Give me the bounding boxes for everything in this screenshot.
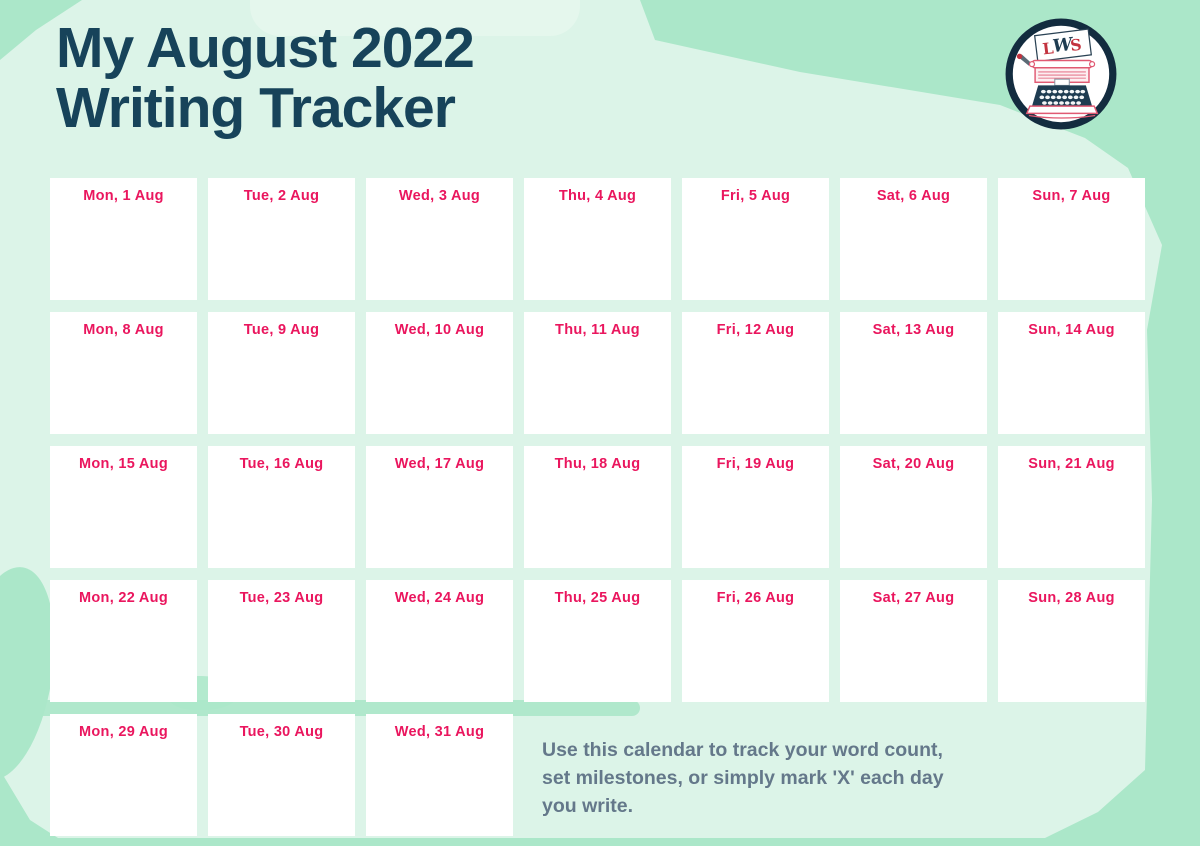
day-card[interactable]: Wed, 3 Aug	[366, 178, 513, 300]
day-label: Sat, 20 Aug	[872, 456, 955, 472]
day-card[interactable]: Sun, 28 Aug	[998, 580, 1145, 702]
day-label: Wed, 31 Aug	[394, 724, 485, 740]
day-card[interactable]: Fri, 5 Aug	[682, 178, 829, 300]
day-card[interactable]: Wed, 24 Aug	[366, 580, 513, 702]
background-wash-highlight	[250, 0, 580, 36]
day-card[interactable]: Sat, 20 Aug	[840, 446, 987, 568]
day-label: Tue, 30 Aug	[239, 724, 324, 740]
background-brush-bottom-stripe	[0, 700, 640, 716]
day-label: Thu, 18 Aug	[554, 456, 641, 472]
typewriter-icon: L W S	[1005, 18, 1117, 130]
day-card[interactable]: Wed, 10 Aug	[366, 312, 513, 434]
day-card[interactable]: Sat, 27 Aug	[840, 580, 987, 702]
day-label: Mon, 8 Aug	[83, 322, 164, 338]
day-label: Mon, 1 Aug	[83, 188, 164, 204]
day-label: Thu, 4 Aug	[558, 188, 637, 204]
day-card[interactable]: Sun, 14 Aug	[998, 312, 1145, 434]
page-title-line1: My August 2022	[56, 16, 475, 80]
day-label: Sun, 14 Aug	[1028, 322, 1115, 338]
day-label: Wed, 3 Aug	[398, 188, 481, 204]
day-card[interactable]: Thu, 4 Aug	[524, 178, 671, 300]
day-card[interactable]: Fri, 19 Aug	[682, 446, 829, 568]
day-label: Mon, 29 Aug	[79, 724, 168, 740]
day-label: Mon, 15 Aug	[79, 456, 168, 472]
day-label: Sun, 28 Aug	[1028, 590, 1115, 606]
day-card[interactable]: Mon, 1 Aug	[50, 178, 197, 300]
day-card[interactable]: Mon, 29 Aug	[50, 714, 197, 836]
day-card[interactable]: Sun, 7 Aug	[998, 178, 1145, 300]
day-label: Mon, 22 Aug	[79, 590, 168, 606]
day-label: Sun, 7 Aug	[1032, 188, 1111, 204]
day-label: Fri, 5 Aug	[720, 188, 791, 204]
day-card[interactable]: Fri, 12 Aug	[682, 312, 829, 434]
day-card[interactable]: Mon, 22 Aug	[50, 580, 197, 702]
day-card[interactable]: Sun, 21 Aug	[998, 446, 1145, 568]
day-card[interactable]: Wed, 31 Aug	[366, 714, 513, 836]
day-label: Thu, 25 Aug	[554, 590, 641, 606]
usage-note: Use this calendar to track your word cou…	[524, 714, 1145, 836]
day-card[interactable]: Mon, 15 Aug	[50, 446, 197, 568]
usage-note-line3: you write.	[542, 795, 634, 817]
day-card[interactable]: Sat, 6 Aug	[840, 178, 987, 300]
day-label: Fri, 26 Aug	[716, 590, 795, 606]
day-label: Sat, 13 Aug	[872, 322, 955, 338]
usage-note-line1: Use this calendar to track your word cou…	[542, 739, 943, 761]
lws-logo: L W S	[1004, 17, 1118, 131]
day-label: Wed, 10 Aug	[394, 322, 485, 338]
day-label: Thu, 11 Aug	[555, 322, 640, 338]
svg-text:L W S: L W S	[1041, 33, 1082, 59]
page-title-line2: Writing Tracker	[56, 76, 456, 140]
day-label: Tue, 23 Aug	[239, 590, 324, 606]
day-card[interactable]: Tue, 2 Aug	[208, 178, 355, 300]
day-card[interactable]: Tue, 9 Aug	[208, 312, 355, 434]
day-label: Sun, 21 Aug	[1028, 456, 1115, 472]
day-label: Tue, 9 Aug	[243, 322, 320, 338]
day-label: Tue, 16 Aug	[239, 456, 324, 472]
usage-note-line2: set milestones, or simply mark 'X' each …	[542, 767, 944, 789]
day-card[interactable]: Tue, 30 Aug	[208, 714, 355, 836]
day-card[interactable]: Mon, 8 Aug	[50, 312, 197, 434]
day-card[interactable]: Thu, 11 Aug	[524, 312, 671, 434]
day-label: Wed, 17 Aug	[394, 456, 485, 472]
day-card[interactable]: Tue, 23 Aug	[208, 580, 355, 702]
page-title: My August 2022 Writing Tracker	[56, 16, 475, 140]
calendar-grid: Mon, 1 Aug Tue, 2 Aug Wed, 3 Aug Thu, 4 Aug…	[50, 178, 1145, 836]
day-card[interactable]: Thu, 25 Aug	[524, 580, 671, 702]
day-label: Tue, 2 Aug	[243, 188, 320, 204]
day-label: Fri, 12 Aug	[716, 322, 795, 338]
day-label: Sat, 27 Aug	[872, 590, 955, 606]
day-label: Wed, 24 Aug	[394, 590, 485, 606]
day-card[interactable]: Fri, 26 Aug	[682, 580, 829, 702]
day-card[interactable]: Sat, 13 Aug	[840, 312, 987, 434]
day-label: Fri, 19 Aug	[716, 456, 795, 472]
day-card[interactable]: Tue, 16 Aug	[208, 446, 355, 568]
day-card[interactable]: Thu, 18 Aug	[524, 446, 671, 568]
day-card[interactable]: Wed, 17 Aug	[366, 446, 513, 568]
day-label: Sat, 6 Aug	[876, 188, 951, 204]
